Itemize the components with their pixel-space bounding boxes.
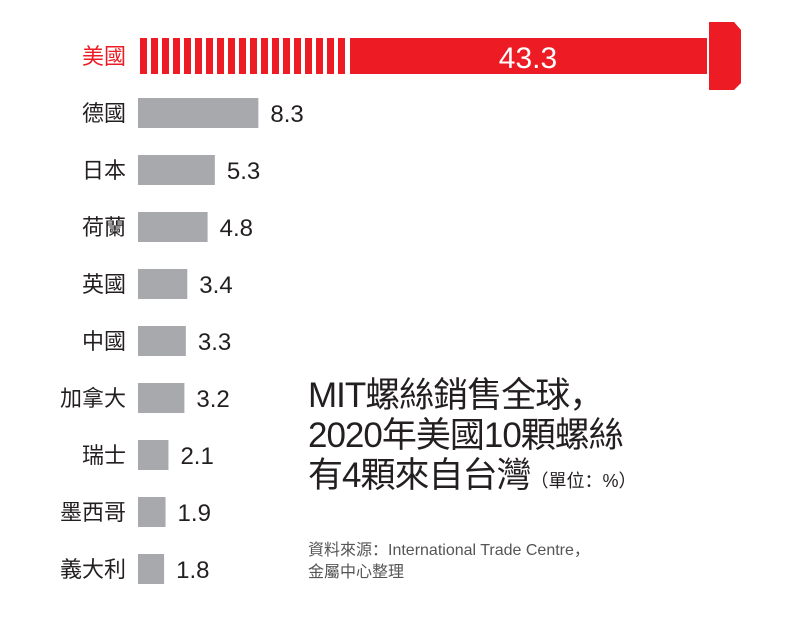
bar <box>138 269 188 299</box>
category-label: 英國 <box>82 272 126 297</box>
bar <box>138 155 215 185</box>
bar <box>138 98 259 128</box>
bar-stripe <box>140 38 147 74</box>
bar-stripe <box>338 38 345 74</box>
bar <box>350 38 707 74</box>
bar-stripe <box>206 38 213 74</box>
chart-title: MIT螺絲銷售全球， 2020年美國10顆螺絲 有4顆來自台灣（單位：%） <box>308 376 636 501</box>
bar <box>138 440 169 470</box>
bar-stripe <box>184 38 191 74</box>
bar-stripe <box>294 38 301 74</box>
value-label: 5.3 <box>227 158 260 185</box>
bar-stripe <box>195 38 202 74</box>
bar-stripe <box>162 38 169 74</box>
bar-stripe <box>151 38 158 74</box>
category-label: 義大利 <box>60 557 126 582</box>
bar <box>138 383 185 413</box>
value-label: 3.4 <box>199 272 232 299</box>
category-label: 中國 <box>82 329 126 354</box>
category-label: 瑞士 <box>82 443 126 468</box>
value-label: 4.8 <box>220 215 253 242</box>
source-line-1: 資料來源：International Trade Centre， <box>308 542 590 559</box>
category-label: 荷蘭 <box>82 215 126 240</box>
title-line-3: 有4顆來自台灣 <box>308 456 531 495</box>
bar-stripe <box>228 38 235 74</box>
value-label: 8.3 <box>270 101 303 128</box>
bar-stripe <box>261 38 268 74</box>
bar <box>138 212 208 242</box>
value-label: 43.3 <box>499 42 557 75</box>
category-label: 日本 <box>82 158 126 183</box>
title-line-1: MIT螺絲銷售全球， <box>308 376 604 415</box>
source-note: 資料來源：International Trade Centre， 金屬中心整理 <box>308 540 590 584</box>
category-label: 德國 <box>82 101 126 126</box>
title-line-2: 2020年美國10顆螺絲 <box>308 416 624 455</box>
bar-stripe <box>217 38 224 74</box>
bar-stripe <box>239 38 246 74</box>
value-label: 3.3 <box>198 329 231 356</box>
category-label: 墨西哥 <box>60 500 126 525</box>
value-label: 3.2 <box>196 386 229 413</box>
bar-stripe <box>327 38 334 74</box>
value-label: 2.1 <box>180 443 213 470</box>
value-label: 1.8 <box>176 557 209 584</box>
bar-stripe <box>272 38 279 74</box>
bar-stripe <box>305 38 312 74</box>
bar <box>138 554 165 584</box>
screw-head <box>709 22 741 90</box>
category-label: 美國 <box>82 44 126 69</box>
bar <box>138 497 166 527</box>
bar <box>138 326 186 356</box>
bar-stripe <box>283 38 290 74</box>
bar-stripe <box>173 38 180 74</box>
value-label: 1.9 <box>178 500 211 527</box>
unit-label: （單位：%） <box>530 471 637 491</box>
bar-stripe <box>250 38 257 74</box>
source-line-2: 金屬中心整理 <box>308 564 405 581</box>
category-label: 加拿大 <box>60 386 126 411</box>
bar-stripe <box>316 38 323 74</box>
